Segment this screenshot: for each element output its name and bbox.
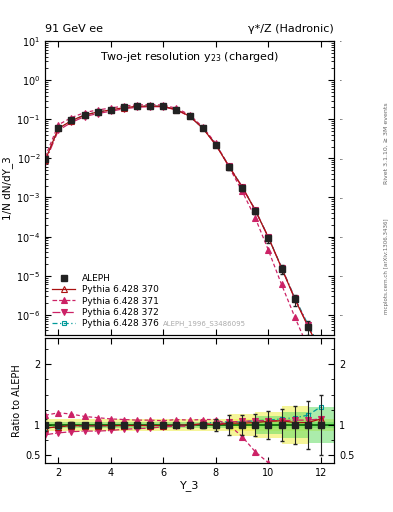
Y-axis label: 1/N dN/dY_3: 1/N dN/dY_3 bbox=[2, 156, 13, 220]
Bar bbox=[229, 414, 255, 436]
Bar bbox=[45, 419, 334, 431]
Bar bbox=[255, 412, 281, 438]
Bar bbox=[281, 412, 308, 438]
Y-axis label: Ratio to ALEPH: Ratio to ALEPH bbox=[12, 364, 22, 437]
Text: mcplots.cern.ch [arXiv:1306.3436]: mcplots.cern.ch [arXiv:1306.3436] bbox=[384, 219, 389, 314]
Bar bbox=[281, 406, 308, 444]
Bar bbox=[308, 407, 334, 443]
Legend: ALEPH, Pythia 6.428 370, Pythia 6.428 371, Pythia 6.428 372, Pythia 6.428 376: ALEPH, Pythia 6.428 370, Pythia 6.428 37… bbox=[50, 271, 162, 331]
Text: Rivet 3.1.10, ≥ 3M events: Rivet 3.1.10, ≥ 3M events bbox=[384, 102, 389, 184]
Text: ALEPH_1996_S3486095: ALEPH_1996_S3486095 bbox=[163, 320, 246, 327]
X-axis label: Y_3: Y_3 bbox=[180, 480, 199, 490]
Bar bbox=[45, 422, 334, 428]
Text: Two-jet resolution y$_{23}$ (charged): Two-jet resolution y$_{23}$ (charged) bbox=[100, 50, 279, 64]
Text: 91 GeV ee: 91 GeV ee bbox=[45, 24, 103, 34]
Bar bbox=[255, 416, 281, 434]
Text: γ*/Z (Hadronic): γ*/Z (Hadronic) bbox=[248, 24, 334, 34]
